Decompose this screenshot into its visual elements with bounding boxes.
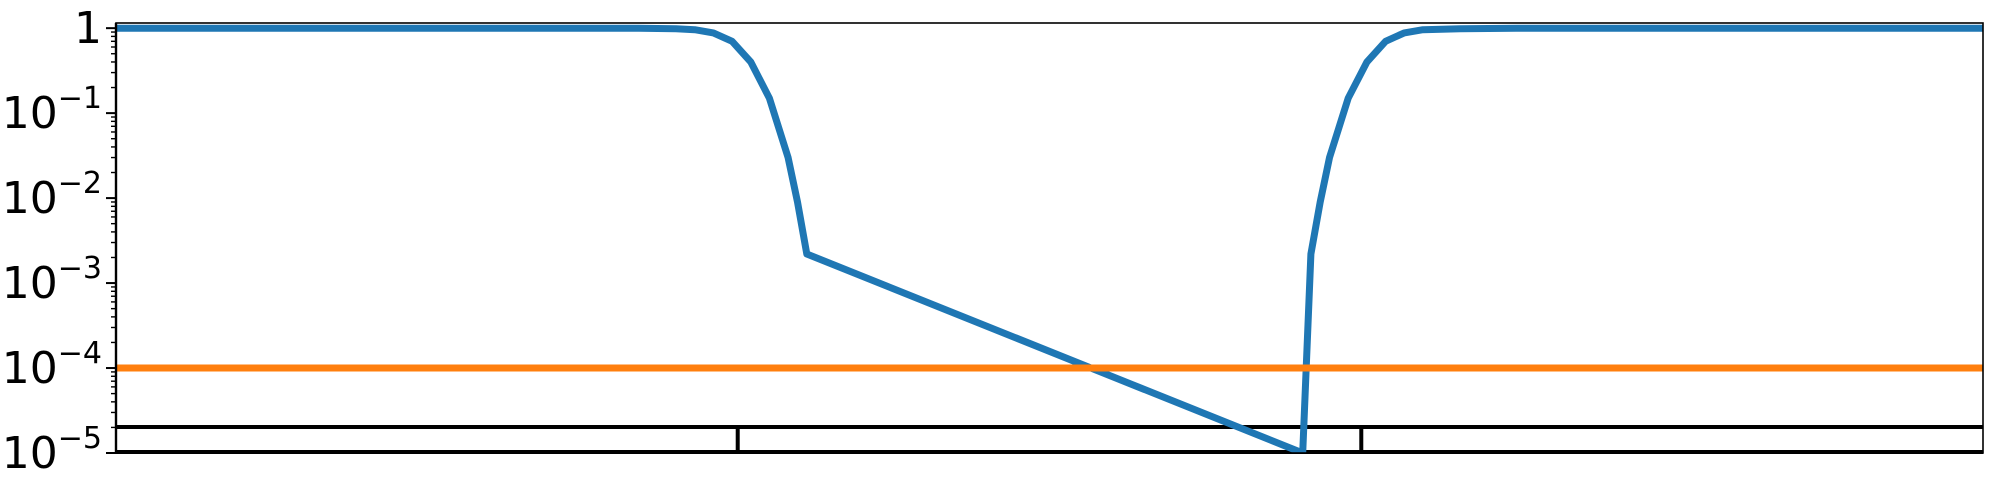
axes: 1 10−1 10−2 10−3 10−4 10−5 bbox=[2, 3, 1984, 479]
plot-background bbox=[116, 23, 1983, 453]
y-tick-label: 10−4 bbox=[2, 336, 102, 394]
y-tick-label: 1 bbox=[74, 3, 102, 54]
y-tick-label: 10−3 bbox=[2, 251, 102, 309]
series-line-1 bbox=[116, 24, 1983, 453]
segment-bar bbox=[116, 425, 1983, 454]
series-group bbox=[116, 24, 1983, 453]
y-tick-label: 10−2 bbox=[2, 166, 102, 224]
y-tick-label: 10−1 bbox=[2, 81, 102, 139]
y-tick-label: 10−5 bbox=[2, 421, 102, 479]
plot-area bbox=[116, 23, 1983, 453]
